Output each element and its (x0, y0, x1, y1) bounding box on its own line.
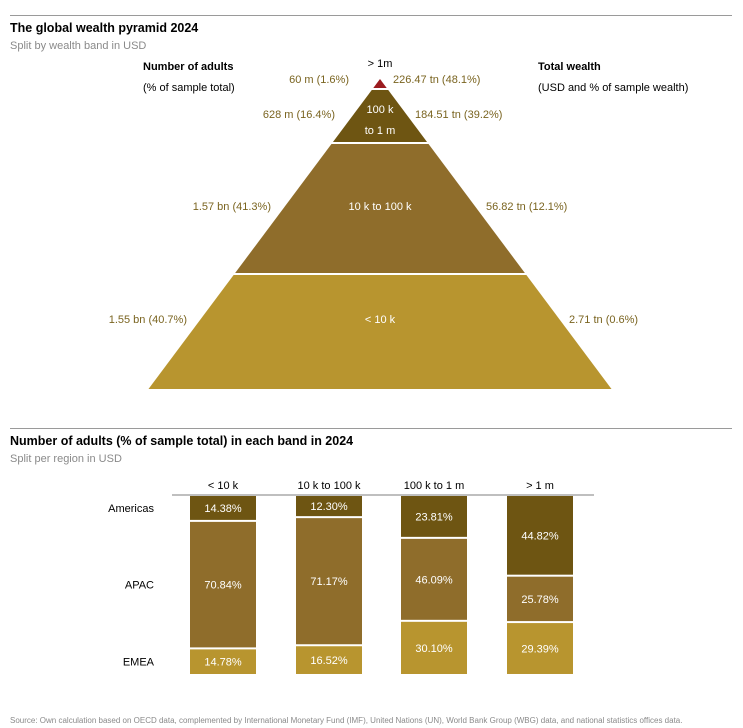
data-label-apac-10-k: 70.84% (204, 580, 242, 592)
source-note: Source: Own calculation based on OECD da… (10, 716, 683, 725)
adults-label-10-k-to-100-k: 1.57 bn (41.3%) (193, 201, 271, 213)
top-rule (10, 15, 732, 16)
region-chart-title: Number of adults (% of sample total) in … (10, 434, 354, 448)
pyramid-subtitle: Split by wealth band in USD (10, 40, 147, 52)
wealth-label-1m: 226.47 tn (48.1%) (393, 74, 480, 86)
data-label-emea-1-m: 29.39% (521, 644, 559, 656)
bar-segment-americas-10-k (190, 496, 256, 520)
bar-segment-apac-10-k (190, 521, 256, 648)
wealth-subheader: (USD and % of sample wealth) (538, 82, 689, 94)
middle-rule (10, 428, 732, 429)
pyramid-band-100-k-to-1-m (332, 90, 428, 142)
data-label-apac-100-k-to-1-m: 46.09% (415, 574, 453, 586)
data-label-apac-10-k-to-100-k: 71.17% (310, 576, 348, 588)
data-label-emea-100-k-to-1-m: 30.10% (415, 643, 453, 655)
region-label-emea: EMEA (123, 657, 155, 669)
pyramid-band-label-lt10k: < 10 k (365, 314, 396, 326)
bar-segment-apac-1-m (507, 576, 573, 622)
region-stacked-bar-chart: < 10 k 14.38% 70.84% 14.78% 10 k to 100 k 12.… (108, 480, 594, 674)
data-label-americas-10-k-to-100-k: 12.30% (310, 501, 348, 513)
pyramid-band-10-k-to-100-k (235, 144, 525, 273)
wealth-label-10-k-to-100-k: 56.82 tn (12.1%) (486, 201, 567, 213)
pyramid-band-1m (373, 79, 387, 88)
bar-segment-emea-100-k-to-1-m (401, 621, 467, 674)
bar-segment-apac-10-k-to-100-k (296, 518, 362, 645)
bar-segment-americas-100-k-to-1-m (401, 496, 467, 537)
adults-label-100-k-to-1-m: 628 m (16.4%) (263, 109, 335, 121)
data-label-apac-1-m: 25.78% (521, 594, 559, 606)
pyramid-band-label-10k-100k: 10 k to 100 k (349, 201, 412, 213)
pyramid-title: The global wealth pyramid 2024 (10, 21, 199, 35)
bar-segment-emea-10-k-to-100-k (296, 646, 362, 674)
pyramid-band-10-k (148, 275, 612, 389)
adults-header: Number of adults (143, 61, 234, 73)
wealth-pyramid-chart: > 1m 100 k to 1 m 10 k to 100 k < 10 k 60 m (… (109, 58, 638, 389)
category-label-1-m: > 1 m (526, 480, 554, 492)
category-label-100-k-to-1-m: 100 k to 1 m (404, 480, 465, 492)
data-label-americas-10-k: 14.38% (204, 503, 242, 515)
pyramid-band-label-100k-1m-b: to 1 m (365, 125, 396, 137)
wealth-label-10-k: 2.71 tn (0.6%) (569, 314, 638, 326)
wealth-header: Total wealth (538, 61, 601, 73)
region-label-americas: Americas (108, 503, 154, 515)
adults-subheader: (% of sample total) (143, 82, 235, 94)
adults-label-10-k: 1.55 bn (40.7%) (109, 314, 187, 326)
data-label-emea-10-k: 14.78% (204, 657, 242, 669)
pyramid-band-label-100k-1m-a: 100 k (367, 104, 394, 116)
bar-segment-americas-1-m (507, 496, 573, 575)
bar-segment-emea-1-m (507, 623, 573, 674)
wealth-label-100-k-to-1-m: 184.51 tn (39.2%) (415, 109, 502, 121)
data-label-americas-1-m: 44.82% (521, 530, 559, 542)
bar-segment-apac-100-k-to-1-m (401, 538, 467, 620)
category-label-10-k: < 10 k (208, 480, 239, 492)
pyramid-band-label-top: > 1m (368, 58, 393, 70)
region-chart-subtitle: Split per region in USD (10, 453, 122, 465)
category-label-10-k-to-100-k: 10 k to 100 k (298, 480, 361, 492)
bar-segment-americas-10-k-to-100-k (296, 496, 362, 517)
data-label-emea-10-k-to-100-k: 16.52% (310, 655, 348, 667)
region-label-apac: APAC (125, 580, 154, 592)
bar-segment-emea-10-k (190, 649, 256, 674)
adults-label-1m: 60 m (1.6%) (289, 74, 349, 86)
data-label-americas-100-k-to-1-m: 23.81% (415, 511, 453, 523)
